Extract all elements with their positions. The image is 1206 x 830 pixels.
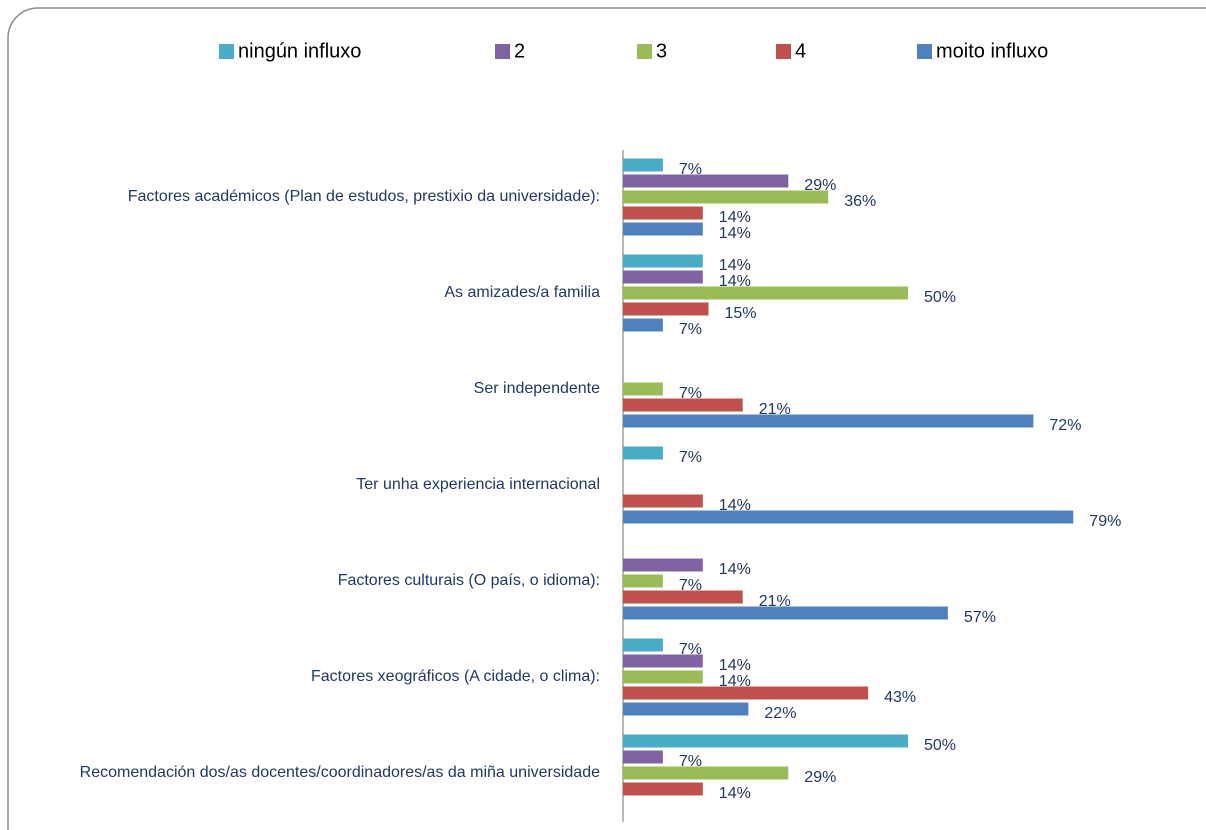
bar xyxy=(623,510,1074,524)
category-label-box: Factores xeográficos (A cidade, o clima)… xyxy=(40,666,600,688)
value-label: 36% xyxy=(844,193,876,210)
bar xyxy=(623,494,703,508)
bar xyxy=(623,574,663,588)
legend-label: 2 xyxy=(514,40,525,62)
value-label: 29% xyxy=(804,769,836,786)
category-label-box: Ser independente xyxy=(40,378,600,400)
bar xyxy=(623,174,789,188)
bar xyxy=(623,446,663,460)
value-label: 29% xyxy=(804,177,836,194)
value-label: 57% xyxy=(964,609,996,626)
value-label: 79% xyxy=(1089,513,1121,530)
bar xyxy=(623,654,703,668)
category-label-box: Factores académicos (Plan de estudos, pr… xyxy=(40,186,600,208)
bar xyxy=(623,414,1034,428)
frame xyxy=(7,7,1206,830)
bar xyxy=(623,734,908,748)
legend-swatch xyxy=(219,44,234,59)
category-label: Ser independente xyxy=(473,380,600,397)
value-label: 7% xyxy=(679,577,702,594)
value-label: 22% xyxy=(764,705,796,722)
legend-swatch xyxy=(776,44,791,59)
legend-label: 4 xyxy=(795,40,806,62)
value-label: 14% xyxy=(719,225,751,242)
value-label: 72% xyxy=(1049,417,1081,434)
category-label-box: Recomendación dos/as docentes/coordinado… xyxy=(40,762,600,784)
value-label: 43% xyxy=(884,689,916,706)
bar xyxy=(623,750,663,764)
category-label: Factores culturais (O país, o idioma): xyxy=(337,572,600,589)
bar xyxy=(623,222,703,236)
bar xyxy=(623,686,869,700)
value-label: 7% xyxy=(679,161,702,178)
bar xyxy=(623,318,663,332)
bar xyxy=(623,782,703,796)
bar xyxy=(623,270,703,284)
category-label: Ter unha experiencia internacional xyxy=(356,476,600,493)
value-label: 14% xyxy=(719,657,751,674)
value-label: 14% xyxy=(719,497,751,514)
bar xyxy=(623,398,743,412)
value-label: 14% xyxy=(719,561,751,578)
category-label: As amizades/a familia xyxy=(444,284,600,301)
bar xyxy=(623,590,743,604)
legend-label: 3 xyxy=(656,40,667,62)
legend-label: ningún influxo xyxy=(238,40,361,62)
bar xyxy=(623,558,703,572)
category-label-box: Ter unha experiencia internacional xyxy=(40,474,600,496)
value-label: 7% xyxy=(679,641,702,658)
bar xyxy=(623,190,829,204)
value-label: 7% xyxy=(679,385,702,402)
value-label: 50% xyxy=(924,289,956,306)
value-label: 21% xyxy=(759,593,791,610)
category-label-box: Factores culturais (O país, o idioma): xyxy=(40,570,600,592)
bar xyxy=(623,670,703,684)
value-label: 15% xyxy=(725,305,757,322)
value-label: 14% xyxy=(719,209,751,226)
bar xyxy=(623,766,789,780)
legend-swatch xyxy=(637,44,652,59)
bar xyxy=(623,302,709,316)
legend-label: moito influxo xyxy=(936,40,1048,62)
value-label: 14% xyxy=(719,785,751,802)
value-label: 50% xyxy=(924,737,956,754)
legend-swatch xyxy=(495,44,510,59)
category-label-box: As amizades/a familia xyxy=(40,282,600,304)
value-label: 21% xyxy=(759,401,791,418)
bar xyxy=(623,158,663,172)
category-label: Factores xeográficos (A cidade, o clima)… xyxy=(310,668,600,685)
bar xyxy=(623,254,703,268)
value-label: 7% xyxy=(679,449,702,466)
value-label: 14% xyxy=(719,673,751,690)
bar xyxy=(623,702,749,716)
bar xyxy=(623,382,663,396)
value-label: 14% xyxy=(719,273,751,290)
bar xyxy=(623,638,663,652)
category-label: Factores académicos (Plan de estudos, pr… xyxy=(127,188,600,205)
legend-swatch xyxy=(917,44,932,59)
value-label: 14% xyxy=(719,257,751,274)
bar xyxy=(623,206,703,220)
bar xyxy=(623,286,908,300)
value-label: 7% xyxy=(679,321,702,338)
value-label: 7% xyxy=(679,753,702,770)
category-label: Recomendación dos/as docentes/coordinado… xyxy=(79,764,600,781)
bar xyxy=(623,606,948,620)
